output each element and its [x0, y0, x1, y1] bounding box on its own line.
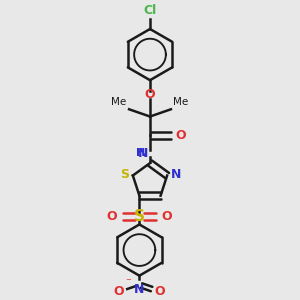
Text: S: S — [134, 209, 145, 224]
Text: N: N — [134, 283, 145, 296]
Text: $^{-}$: $^{-}$ — [125, 278, 132, 288]
Text: N: N — [138, 147, 148, 160]
Text: O: O — [114, 285, 124, 298]
Text: Me: Me — [173, 97, 188, 107]
Text: Cl: Cl — [143, 4, 157, 17]
Text: Me: Me — [112, 97, 127, 107]
Text: H: H — [136, 148, 145, 158]
Text: N: N — [171, 168, 181, 181]
Text: O: O — [145, 88, 155, 101]
Text: O: O — [154, 285, 165, 298]
Text: O: O — [107, 210, 117, 223]
Text: O: O — [161, 210, 172, 223]
Text: O: O — [175, 129, 186, 142]
Text: S: S — [120, 168, 129, 181]
